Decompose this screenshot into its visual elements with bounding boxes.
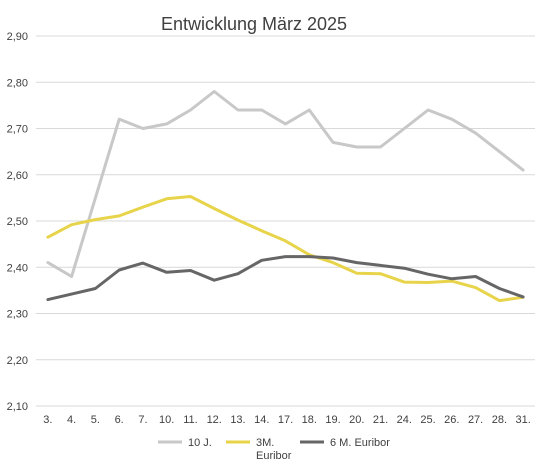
y-tick-label: 2,90 bbox=[7, 31, 28, 43]
y-tick-label: 2,50 bbox=[7, 216, 28, 228]
x-tick-label: 24. bbox=[397, 414, 412, 426]
legend-label-1: 10 J. bbox=[188, 437, 212, 449]
x-tick-label: 31. bbox=[515, 414, 530, 426]
x-tick-label: 27. bbox=[468, 414, 483, 426]
x-tick-label: 19. bbox=[325, 414, 340, 426]
x-tick-label: 17. bbox=[278, 414, 293, 426]
x-tick-label: 11. bbox=[183, 414, 197, 426]
x-tick-label: 4. bbox=[67, 414, 76, 426]
x-tick-label: 18. bbox=[302, 414, 317, 426]
x-tick-label: 21. bbox=[373, 414, 388, 426]
x-tick-label: 13. bbox=[230, 414, 245, 426]
x-tick-label: 5. bbox=[91, 414, 100, 426]
x-tick-label: 20. bbox=[349, 414, 364, 426]
y-tick-label: 2,20 bbox=[7, 355, 28, 367]
legend: 10 J. 3M.Euribor 6 M. Euribor bbox=[158, 437, 390, 462]
x-tick-label: 10. bbox=[159, 414, 174, 426]
gridlines bbox=[36, 35, 535, 407]
y-tick-label: 2,30 bbox=[7, 309, 28, 321]
y-tick-label: 2,10 bbox=[7, 401, 28, 413]
y-tick-label: 2,40 bbox=[7, 262, 28, 274]
x-tick-label: 12. bbox=[207, 414, 222, 426]
x-tick-label: 28. bbox=[492, 414, 507, 426]
x-tick-label: 14. bbox=[254, 414, 269, 426]
y-tick-label: 2,60 bbox=[7, 170, 28, 182]
series-line-2 bbox=[46, 195, 525, 303]
legend-label-2: Euribor bbox=[256, 450, 292, 462]
series-lines bbox=[46, 90, 525, 303]
series-line-3 bbox=[46, 255, 525, 302]
x-tick-label: 25. bbox=[420, 414, 435, 426]
series-line-1 bbox=[46, 90, 525, 278]
legend-label-2: 3M. bbox=[256, 437, 274, 449]
x-tick-label: 6. bbox=[115, 414, 124, 426]
y-tick-label: 2,70 bbox=[7, 124, 28, 136]
x-tick-label: 26. bbox=[444, 414, 459, 426]
y-tick-label: 2,80 bbox=[7, 77, 28, 89]
x-tick-label: 3. bbox=[43, 414, 52, 426]
x-axis-ticks: 3. 4. 5. 6. 7. 10. 11. 12. 13. 14. 17. 18. 19. 20. 21.… bbox=[43, 414, 530, 426]
legend-label-3: 6 M. Euribor bbox=[330, 437, 390, 449]
y-axis-ticks: 2,10 2,20 2,30 2,40 2,50 2,60 2,70 2,80 2,90 bbox=[7, 31, 28, 413]
x-tick-label: 7. bbox=[138, 414, 147, 426]
chart-title: Entwicklung März 2025 bbox=[161, 14, 347, 34]
